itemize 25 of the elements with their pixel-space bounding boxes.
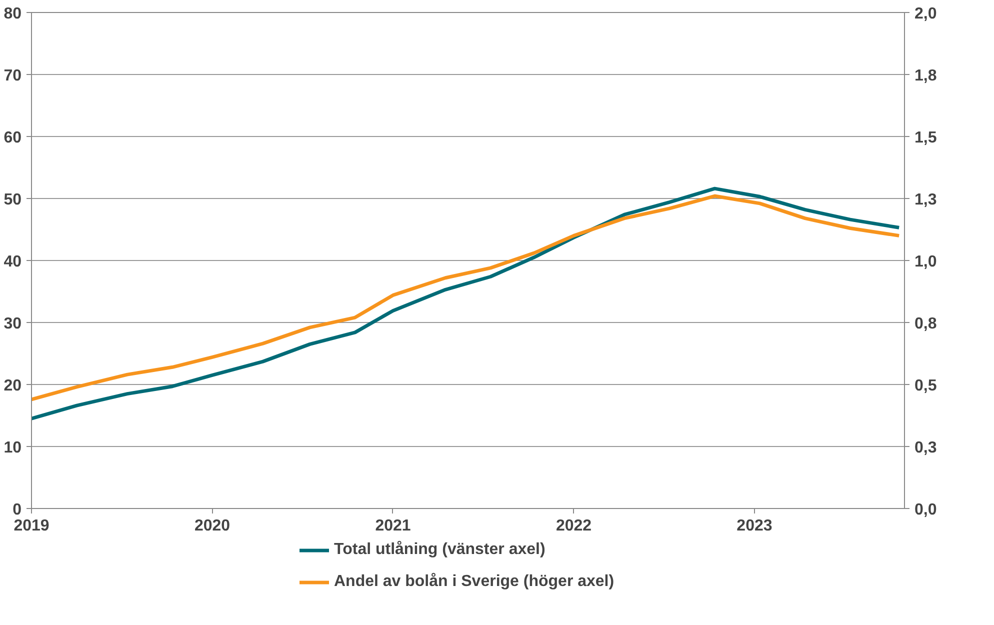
y2-tick-label: 2,0 xyxy=(914,6,937,22)
x-tick-label: 2019 xyxy=(14,518,50,534)
legend-label: Andel av bolån i Sverige (höger axel) xyxy=(334,573,614,591)
y2-tick-label: 1,5 xyxy=(914,130,937,146)
y-tick-label: 40 xyxy=(4,254,22,270)
x-tick-label: 2023 xyxy=(736,518,772,534)
x-tick-label: 2022 xyxy=(556,518,592,534)
y2-tick-label: 0,8 xyxy=(914,316,937,332)
y2-tick-label: 0,0 xyxy=(914,502,937,518)
y2-tick-label: 0,3 xyxy=(914,440,937,456)
y-tick-label: 10 xyxy=(4,440,22,456)
y2-tick-label: 1,8 xyxy=(914,68,937,84)
x-tick-label: 2020 xyxy=(194,518,230,534)
y2-tick-label: 1,3 xyxy=(914,192,937,208)
y-tick-label: 50 xyxy=(4,192,22,208)
y2-tick-label: 1,0 xyxy=(914,254,937,270)
y-tick-label: 30 xyxy=(4,316,22,332)
y2-tick-label: 0,5 xyxy=(914,378,937,394)
y-tick-label: 70 xyxy=(4,68,22,84)
y-tick-label: 0 xyxy=(12,502,22,518)
y-tick-label: 80 xyxy=(4,6,22,22)
x-tick-label: 2021 xyxy=(375,518,411,534)
y-tick-label: 20 xyxy=(4,378,22,394)
y-tick-label: 60 xyxy=(4,130,22,146)
legend-label: Total utlåning (vänster axel) xyxy=(334,541,546,559)
